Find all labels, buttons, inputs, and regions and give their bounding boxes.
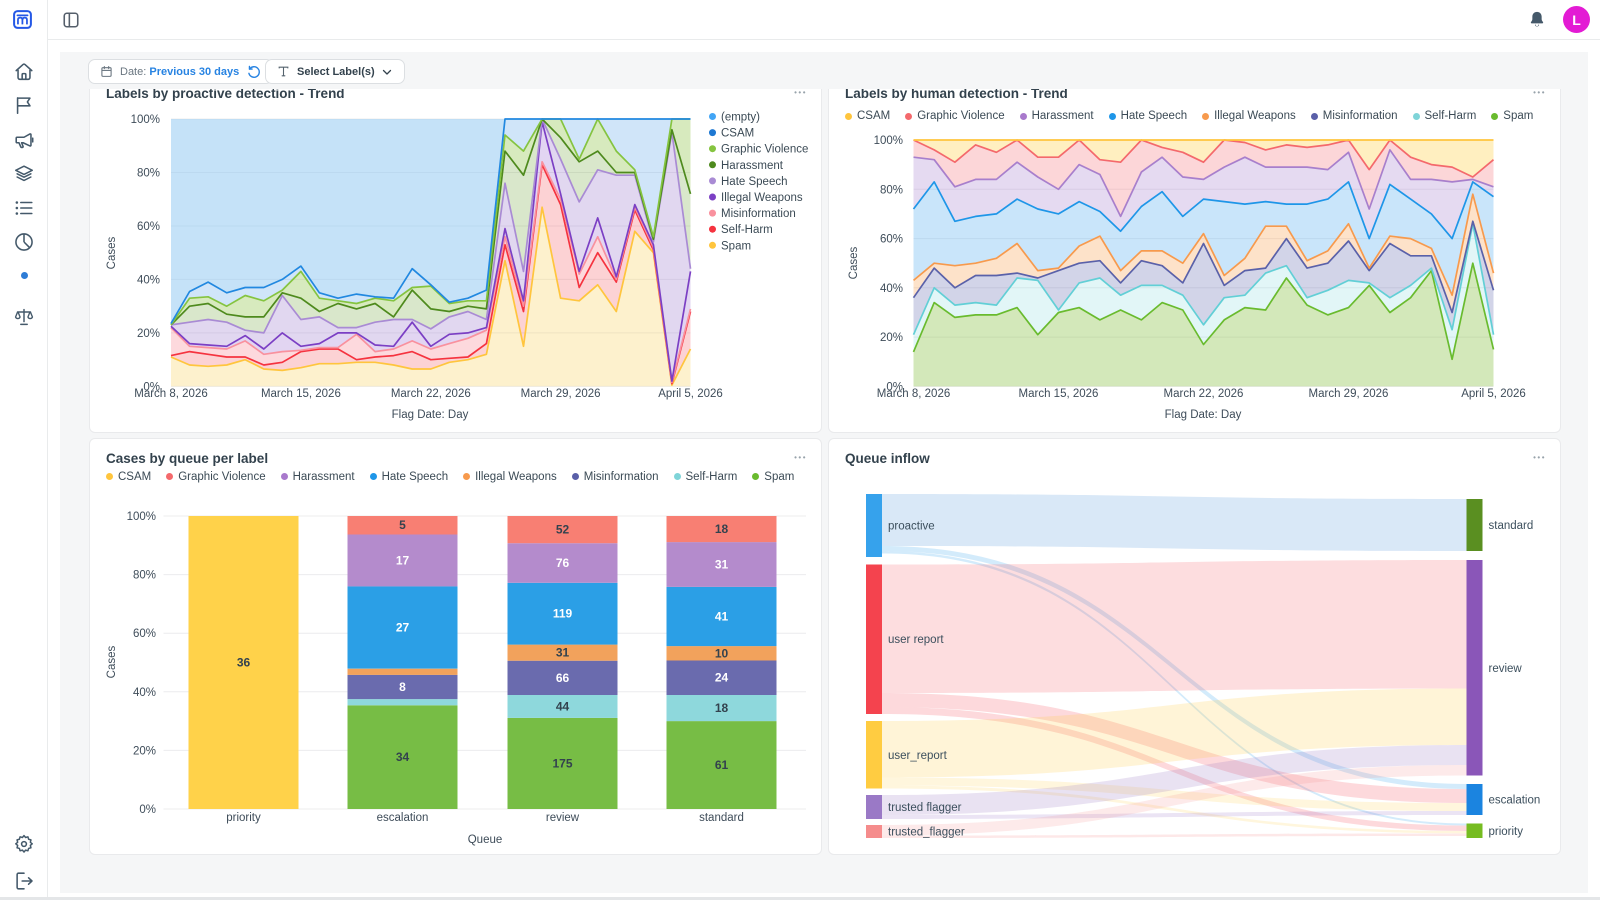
- svg-text:review: review: [546, 812, 580, 824]
- svg-text:March 8, 2026: March 8, 2026: [877, 388, 951, 400]
- svg-text:66: 66: [556, 671, 570, 685]
- svg-text:March 29, 2026: March 29, 2026: [521, 388, 601, 400]
- svg-text:proactive: proactive: [888, 521, 935, 533]
- svg-text:Flag Date: Day: Flag Date: Day: [1165, 409, 1242, 421]
- svg-text:18: 18: [715, 701, 729, 715]
- svg-text:17: 17: [396, 553, 410, 567]
- svg-text:100%: 100%: [874, 135, 903, 147]
- svg-text:40%: 40%: [880, 283, 903, 295]
- svg-text:60%: 60%: [880, 234, 903, 246]
- svg-text:review: review: [1489, 663, 1523, 675]
- svg-text:standard: standard: [699, 812, 744, 824]
- svg-text:March 22, 2026: March 22, 2026: [1164, 388, 1244, 400]
- svg-text:8: 8: [399, 680, 406, 694]
- svg-text:100%: 100%: [131, 114, 160, 126]
- svg-text:18: 18: [715, 522, 729, 536]
- svg-text:0%: 0%: [139, 804, 156, 816]
- svg-text:trusted flagger: trusted flagger: [888, 802, 962, 814]
- svg-text:40%: 40%: [133, 687, 156, 699]
- svg-text:80%: 80%: [880, 184, 903, 196]
- svg-text:119: 119: [553, 607, 573, 621]
- svg-text:80%: 80%: [137, 168, 160, 180]
- svg-text:5: 5: [399, 518, 406, 532]
- svg-text:March 8, 2026: March 8, 2026: [134, 388, 208, 400]
- svg-text:0%: 0%: [143, 381, 160, 393]
- svg-text:Illegal Weapons: Illegal Weapons: [721, 192, 803, 204]
- svg-text:Harassment: Harassment: [721, 160, 784, 172]
- svg-text:44: 44: [556, 700, 570, 714]
- svg-text:20%: 20%: [137, 328, 160, 340]
- svg-text:Cases: Cases: [106, 645, 118, 678]
- svg-text:March 15, 2026: March 15, 2026: [1019, 388, 1099, 400]
- svg-text:user_report: user_report: [888, 750, 948, 762]
- svg-text:trusted_flagger: trusted_flagger: [888, 827, 965, 839]
- svg-text:March 29, 2026: March 29, 2026: [1309, 388, 1389, 400]
- svg-text:Flag Date: Day: Flag Date: Day: [392, 409, 469, 421]
- svg-text:60%: 60%: [137, 221, 160, 233]
- svg-text:10: 10: [715, 646, 729, 660]
- svg-text:Misinformation: Misinformation: [721, 208, 796, 220]
- svg-text:76: 76: [556, 556, 570, 570]
- svg-text:24: 24: [715, 671, 729, 685]
- svg-text:March 22, 2026: March 22, 2026: [391, 388, 471, 400]
- svg-text:175: 175: [552, 756, 572, 770]
- svg-text:20%: 20%: [880, 332, 903, 344]
- svg-text:Queue: Queue: [468, 834, 503, 846]
- svg-text:Self-Harm: Self-Harm: [721, 224, 773, 236]
- svg-text:Cases: Cases: [848, 246, 860, 279]
- svg-text:Graphic Violence: Graphic Violence: [721, 144, 808, 156]
- svg-text:April 5, 2026: April 5, 2026: [1461, 388, 1526, 400]
- svg-text:0%: 0%: [886, 381, 903, 393]
- svg-text:CSAM: CSAM: [721, 128, 754, 140]
- svg-text:31: 31: [556, 646, 570, 660]
- svg-text:escalation: escalation: [377, 812, 429, 824]
- svg-text:40%: 40%: [137, 274, 160, 286]
- svg-text:Spam: Spam: [721, 240, 751, 252]
- svg-text:escalation: escalation: [1489, 795, 1541, 807]
- svg-text:20%: 20%: [133, 745, 156, 757]
- svg-text:March 15, 2026: March 15, 2026: [261, 388, 341, 400]
- svg-text:user report: user report: [888, 634, 944, 646]
- svg-text:priority: priority: [226, 812, 261, 824]
- svg-text:61: 61: [715, 758, 729, 772]
- svg-text:41: 41: [715, 610, 729, 624]
- svg-text:(empty): (empty): [721, 112, 760, 124]
- svg-text:standard: standard: [1489, 520, 1534, 532]
- svg-text:Cases: Cases: [106, 236, 118, 269]
- svg-text:27: 27: [396, 621, 410, 635]
- svg-text:52: 52: [556, 523, 570, 537]
- svg-text:31: 31: [715, 558, 729, 572]
- svg-text:36: 36: [237, 656, 251, 670]
- svg-text:Hate Speech: Hate Speech: [721, 176, 788, 188]
- svg-text:80%: 80%: [133, 570, 156, 582]
- svg-text:34: 34: [396, 750, 410, 764]
- svg-text:60%: 60%: [133, 628, 156, 640]
- svg-text:priority: priority: [1489, 826, 1524, 838]
- svg-text:April 5, 2026: April 5, 2026: [658, 388, 723, 400]
- svg-text:100%: 100%: [127, 511, 156, 523]
